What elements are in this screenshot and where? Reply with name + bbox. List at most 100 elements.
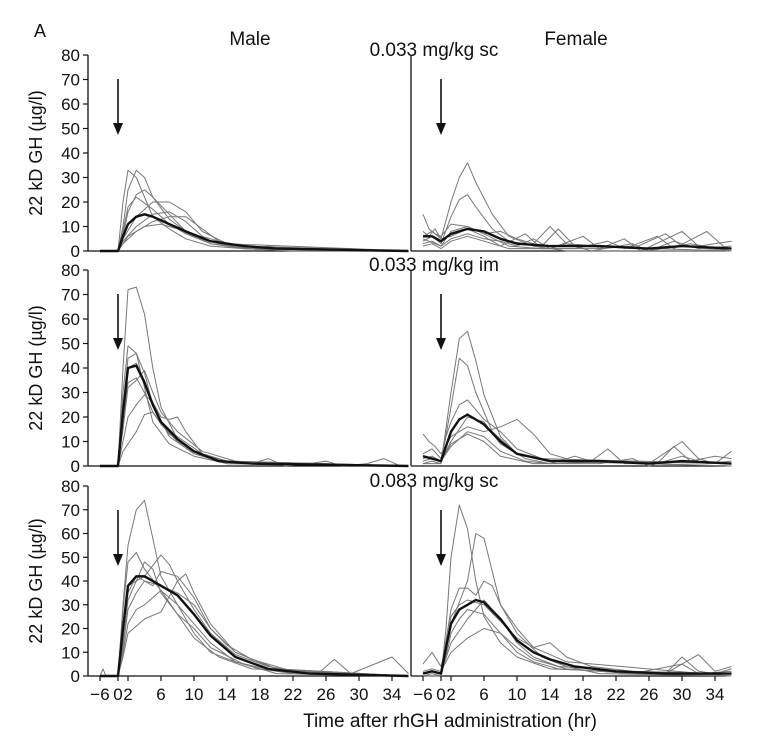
panel-0-female — [410, 55, 732, 252]
x-tick-label-female-3: 6 — [479, 685, 488, 704]
panel-2-male: −6 0 2 6 10 14 18 22 26 30 34 — [87, 486, 409, 704]
dose-arrow-head-2-male — [113, 554, 123, 566]
x-tick-label-female-8: 26 — [640, 685, 659, 704]
y-tick-label-2-1: 10 — [61, 643, 80, 662]
x-tick-label-male-10: 34 — [383, 685, 402, 704]
series-line-1-female-5 — [422, 431, 732, 465]
series-line-1-male-1 — [100, 345, 409, 467]
mean-line-1-male — [100, 364, 409, 468]
x-tick-label-male-1: 0 — [113, 685, 122, 704]
series-line-1-female-1 — [423, 357, 732, 467]
mean-line-0-female — [423, 227, 732, 250]
y-tick-label-1-4: 40 — [61, 359, 80, 378]
series-line-2-male-1 — [100, 552, 409, 677]
y-tick-label-2-0: 0 — [71, 667, 80, 686]
y-tick-label-1-7: 70 — [61, 286, 80, 305]
series-line-1-male-6 — [100, 411, 409, 467]
mean-line-1-female — [422, 413, 732, 465]
series-line-2-male-7 — [100, 590, 409, 677]
y-tick-label-2-6: 60 — [61, 525, 80, 544]
x-tick-label-female-9: 30 — [673, 685, 692, 704]
x-tick-label-male-7: 22 — [284, 685, 303, 704]
y-tick-label-2-7: 70 — [61, 501, 80, 520]
y-tick-label-1-2: 20 — [61, 408, 80, 427]
x-tick-label-female-0: −6 — [413, 685, 432, 704]
x-tick-label-female-6: 18 — [574, 685, 593, 704]
y-tick-label-0-5: 50 — [61, 120, 80, 139]
series-line-0-female-6 — [422, 226, 732, 252]
series-line-0-female-0 — [422, 162, 732, 252]
panel-1-female — [410, 270, 732, 467]
y-tick-label-0-1: 10 — [61, 218, 80, 237]
x-tick-label-female-4: 10 — [508, 685, 527, 704]
y-axis-label-2: 22 kD GH (µg/l) — [26, 518, 46, 643]
x-axis-label: Time after rhGH administration (hr) — [303, 711, 597, 732]
series-line-2-female-4 — [423, 609, 732, 677]
dose-label-1: 0.033 mg/kg im — [369, 255, 499, 276]
series-line-1-male-2 — [100, 352, 409, 467]
dose-label-2: 0.083 mg/kg sc — [370, 471, 499, 492]
series-line-1-female-3 — [422, 418, 732, 465]
series-line-2-male-6 — [100, 561, 409, 677]
panel-2-female: −6 0 2 6 10 14 18 22 26 30 34 — [410, 486, 732, 704]
series-line-1-female-4 — [422, 416, 732, 465]
x-tick-label-male-8: 26 — [317, 685, 336, 704]
x-tick-label-female-2: 2 — [446, 685, 455, 704]
y-tick-label-1-1: 10 — [61, 433, 80, 452]
mean-line-2-male — [100, 575, 409, 678]
series-line-0-female-2 — [422, 214, 732, 252]
mean-line-0-male — [100, 213, 409, 253]
x-tick-label-male-4: 10 — [185, 685, 204, 704]
series-line-0-female-1 — [422, 194, 732, 252]
dose-label-0: 0.033 mg/kg sc — [370, 40, 499, 61]
series-line-2-male-5 — [100, 573, 409, 677]
x-tick-label-male-6: 18 — [251, 685, 270, 704]
y-tick-label-2-8: 80 — [61, 477, 80, 496]
series-line-2-female-0 — [422, 504, 732, 677]
panel-0-male — [87, 55, 409, 253]
panel-1-male — [87, 270, 409, 468]
series-line-1-female-2 — [422, 399, 732, 465]
y-tick-label-0-2: 20 — [61, 193, 80, 212]
series-line-2-male-2 — [100, 554, 409, 677]
y-tick-label-0-8: 80 — [61, 46, 80, 65]
series-line-2-male-0 — [99, 499, 409, 677]
y-tick-label-2-2: 20 — [61, 620, 80, 639]
x-tick-label-male-2: 2 — [123, 685, 132, 704]
y-axis-label-1: 22 kD GH (µg/l) — [26, 305, 46, 430]
series-line-1-male-7 — [100, 377, 409, 467]
y-tick-label-2-4: 40 — [61, 572, 80, 591]
series-line-0-male-5 — [100, 196, 409, 252]
x-tick-label-male-5: 14 — [218, 685, 237, 704]
mean-line-2-female — [422, 598, 732, 675]
column-title-male: Male — [229, 29, 270, 50]
dose-arrow-head-0-male — [113, 123, 123, 135]
x-tick-label-male-3: 6 — [156, 685, 165, 704]
series-line-0-male-1 — [100, 169, 409, 252]
x-tick-label-female-7: 22 — [607, 685, 626, 704]
x-tick-label-female-10: 34 — [706, 685, 725, 704]
dose-arrow-head-0-female — [436, 123, 446, 135]
y-tick-label-2-3: 30 — [61, 596, 80, 615]
column-title-female: Female — [544, 29, 607, 50]
y-tick-label-0-6: 60 — [61, 95, 80, 114]
series-line-0-male-7 — [100, 211, 409, 252]
y-tick-label-1-5: 50 — [61, 335, 80, 354]
y-tick-label-1-6: 60 — [61, 310, 80, 329]
y-tick-label-1-3: 30 — [61, 384, 80, 403]
y-axis-label-0: 22 kD GH (µg/l) — [26, 90, 46, 215]
y-tick-label-0-7: 70 — [61, 71, 80, 90]
x-tick-label-male-9: 30 — [350, 685, 369, 704]
series-line-1-female-0 — [422, 330, 732, 467]
y-tick-label-1-0: 0 — [71, 457, 80, 476]
series-line-1-male-5 — [100, 394, 409, 467]
panel-label: A — [34, 21, 46, 41]
x-tick-label-male-0: −6 — [90, 685, 109, 704]
y-tick-label-0-3: 30 — [61, 169, 80, 188]
series-line-1-male-0 — [100, 286, 409, 467]
y-tick-label-0-0: 0 — [71, 242, 80, 261]
y-tick-label-1-8: 80 — [61, 261, 80, 280]
dose-arrow-head-2-female — [436, 554, 446, 566]
